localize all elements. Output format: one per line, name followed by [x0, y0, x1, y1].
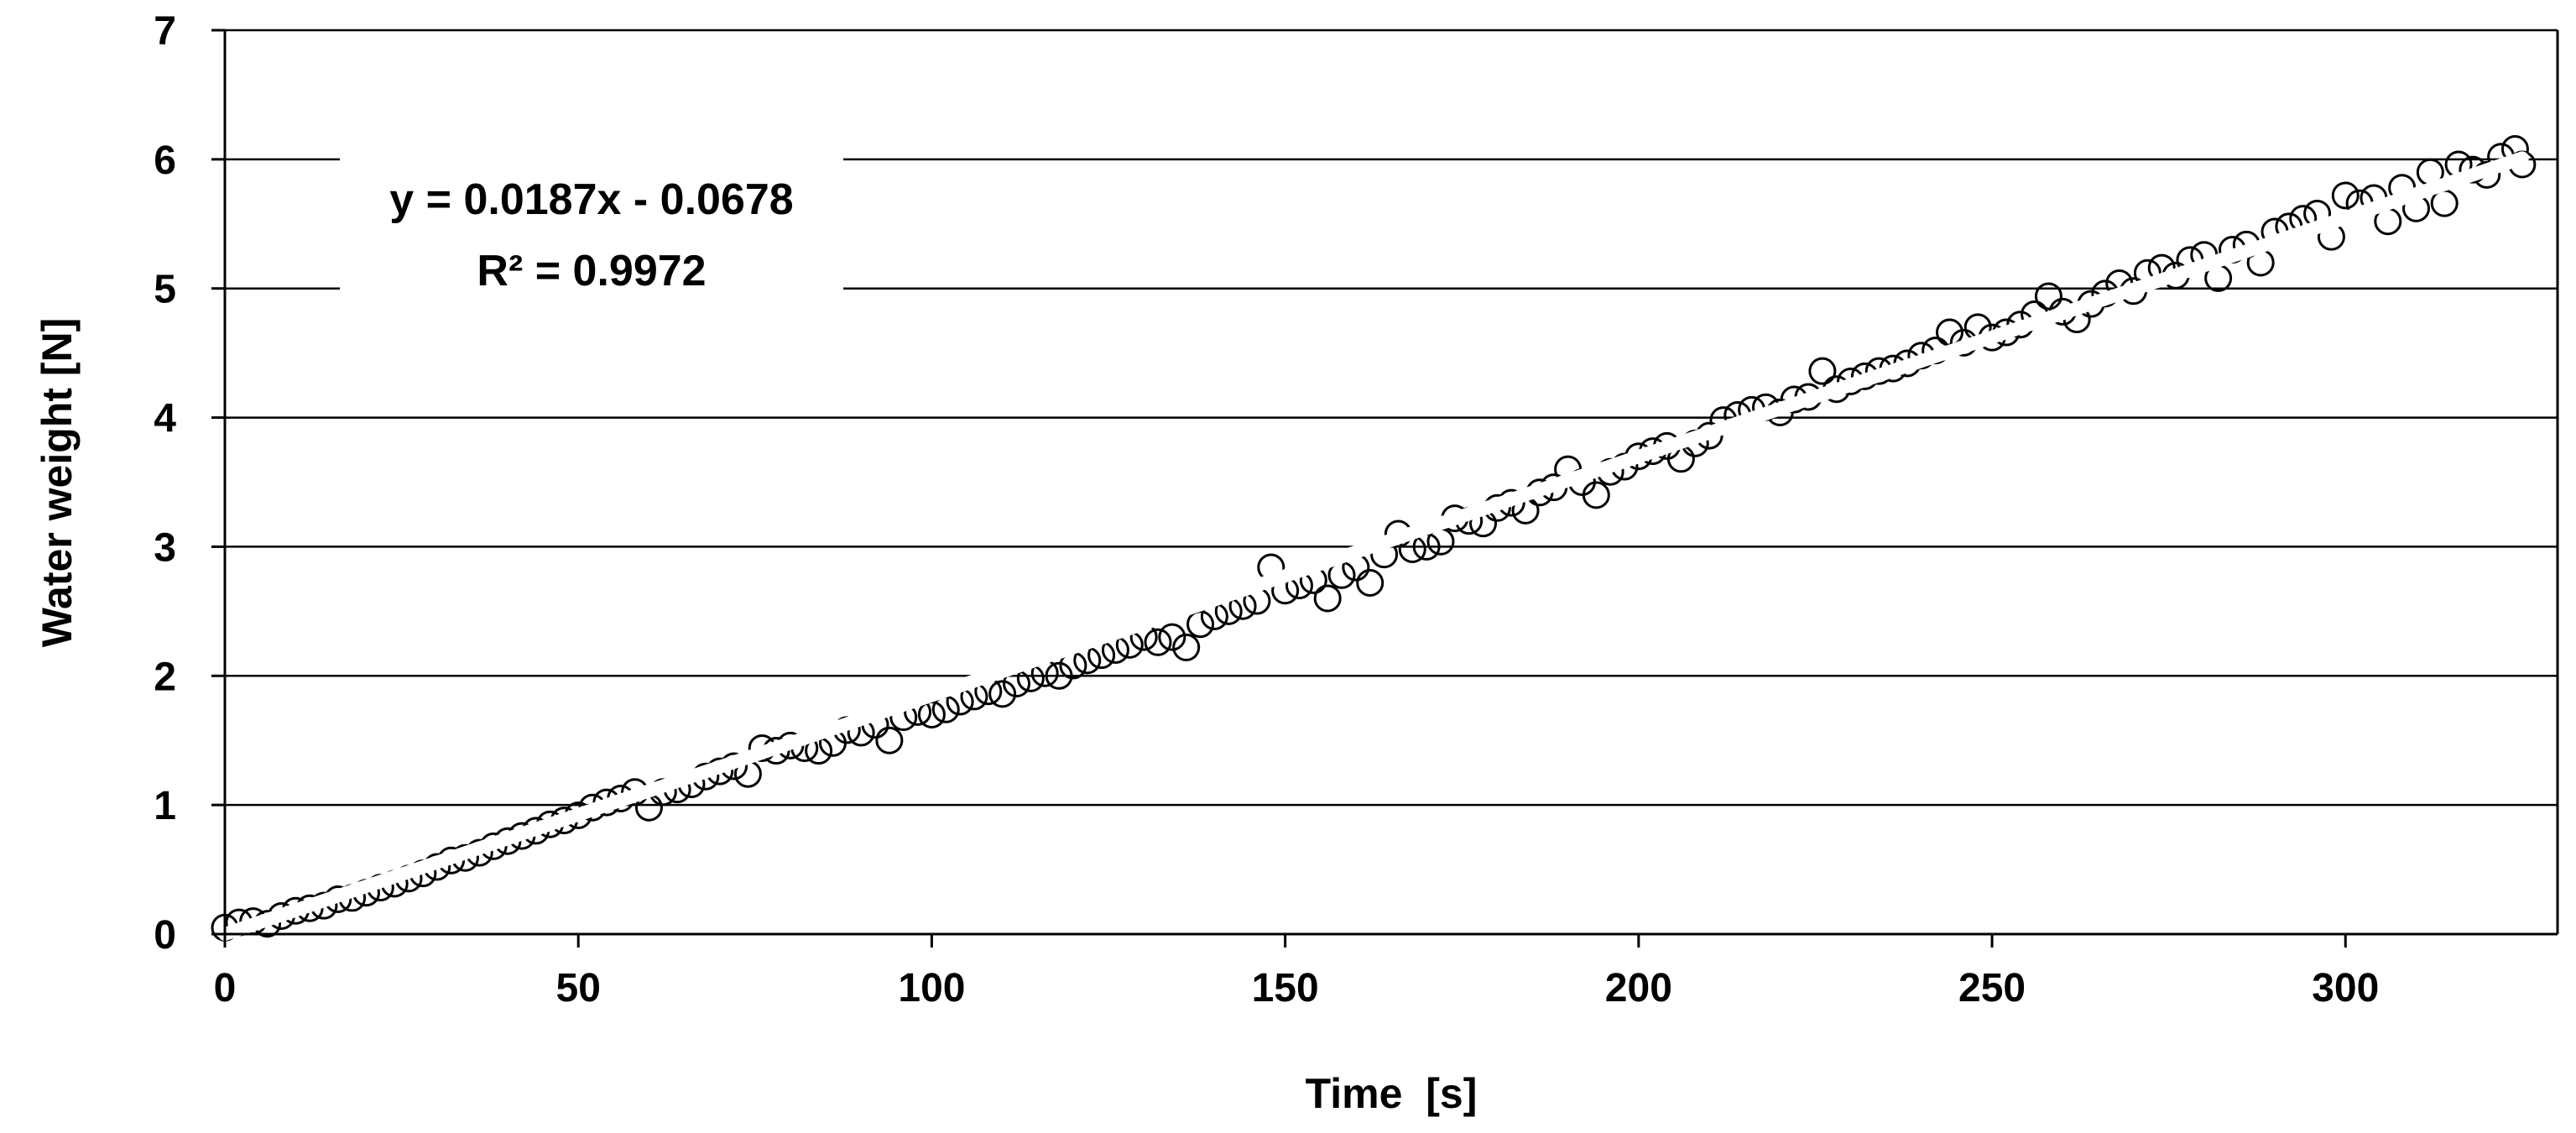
y-tick-label: 1 — [154, 784, 176, 828]
x-tick-label: 50 — [556, 966, 601, 1010]
data-point — [1144, 628, 1172, 656]
y-tick-label: 7 — [154, 9, 176, 54]
y-tick-label: 6 — [154, 138, 176, 183]
data-point — [1356, 569, 1384, 598]
y-tick-labels: 0 1 2 3 4 5 6 7 — [154, 9, 176, 958]
data-point — [1808, 357, 1837, 385]
x-tick-label: 0 — [214, 966, 237, 1010]
data-point — [1172, 633, 1201, 661]
y-axis-title: Water weight [N] — [34, 318, 81, 648]
data-point — [1045, 661, 1073, 690]
x-tick-label: 200 — [1605, 966, 1672, 1010]
trendline — [218, 151, 2529, 941]
data-point — [1582, 481, 1610, 509]
trendline-equation: y = 0.0187x - 0.0678 — [389, 175, 793, 224]
x-tick-label: 250 — [1958, 966, 2026, 1010]
data-point — [988, 680, 1017, 708]
data-point — [1158, 623, 1186, 651]
x-tick-label: 300 — [2312, 966, 2379, 1010]
data-point — [875, 726, 904, 754]
axes — [211, 29, 2559, 948]
y-tick-label: 3 — [154, 525, 176, 570]
x-tick-label: 100 — [898, 966, 965, 1010]
y-tick-label: 2 — [154, 655, 176, 699]
data-point — [2331, 181, 2360, 210]
y-tick-label: 5 — [154, 268, 176, 312]
equation-box — [340, 126, 843, 306]
data-point — [2034, 282, 2062, 311]
y-tick-label: 0 — [154, 913, 176, 958]
y-tick-label: 4 — [154, 397, 176, 441]
data-point — [1313, 584, 1342, 613]
x-tick-label: 150 — [1252, 966, 1319, 1010]
r-squared: R² = 0.9972 — [477, 247, 706, 295]
x-axis-title: Time [s] — [1306, 1070, 1478, 1117]
x-tick-labels: 0 50 100 150 200 250 300 — [214, 966, 2380, 1010]
